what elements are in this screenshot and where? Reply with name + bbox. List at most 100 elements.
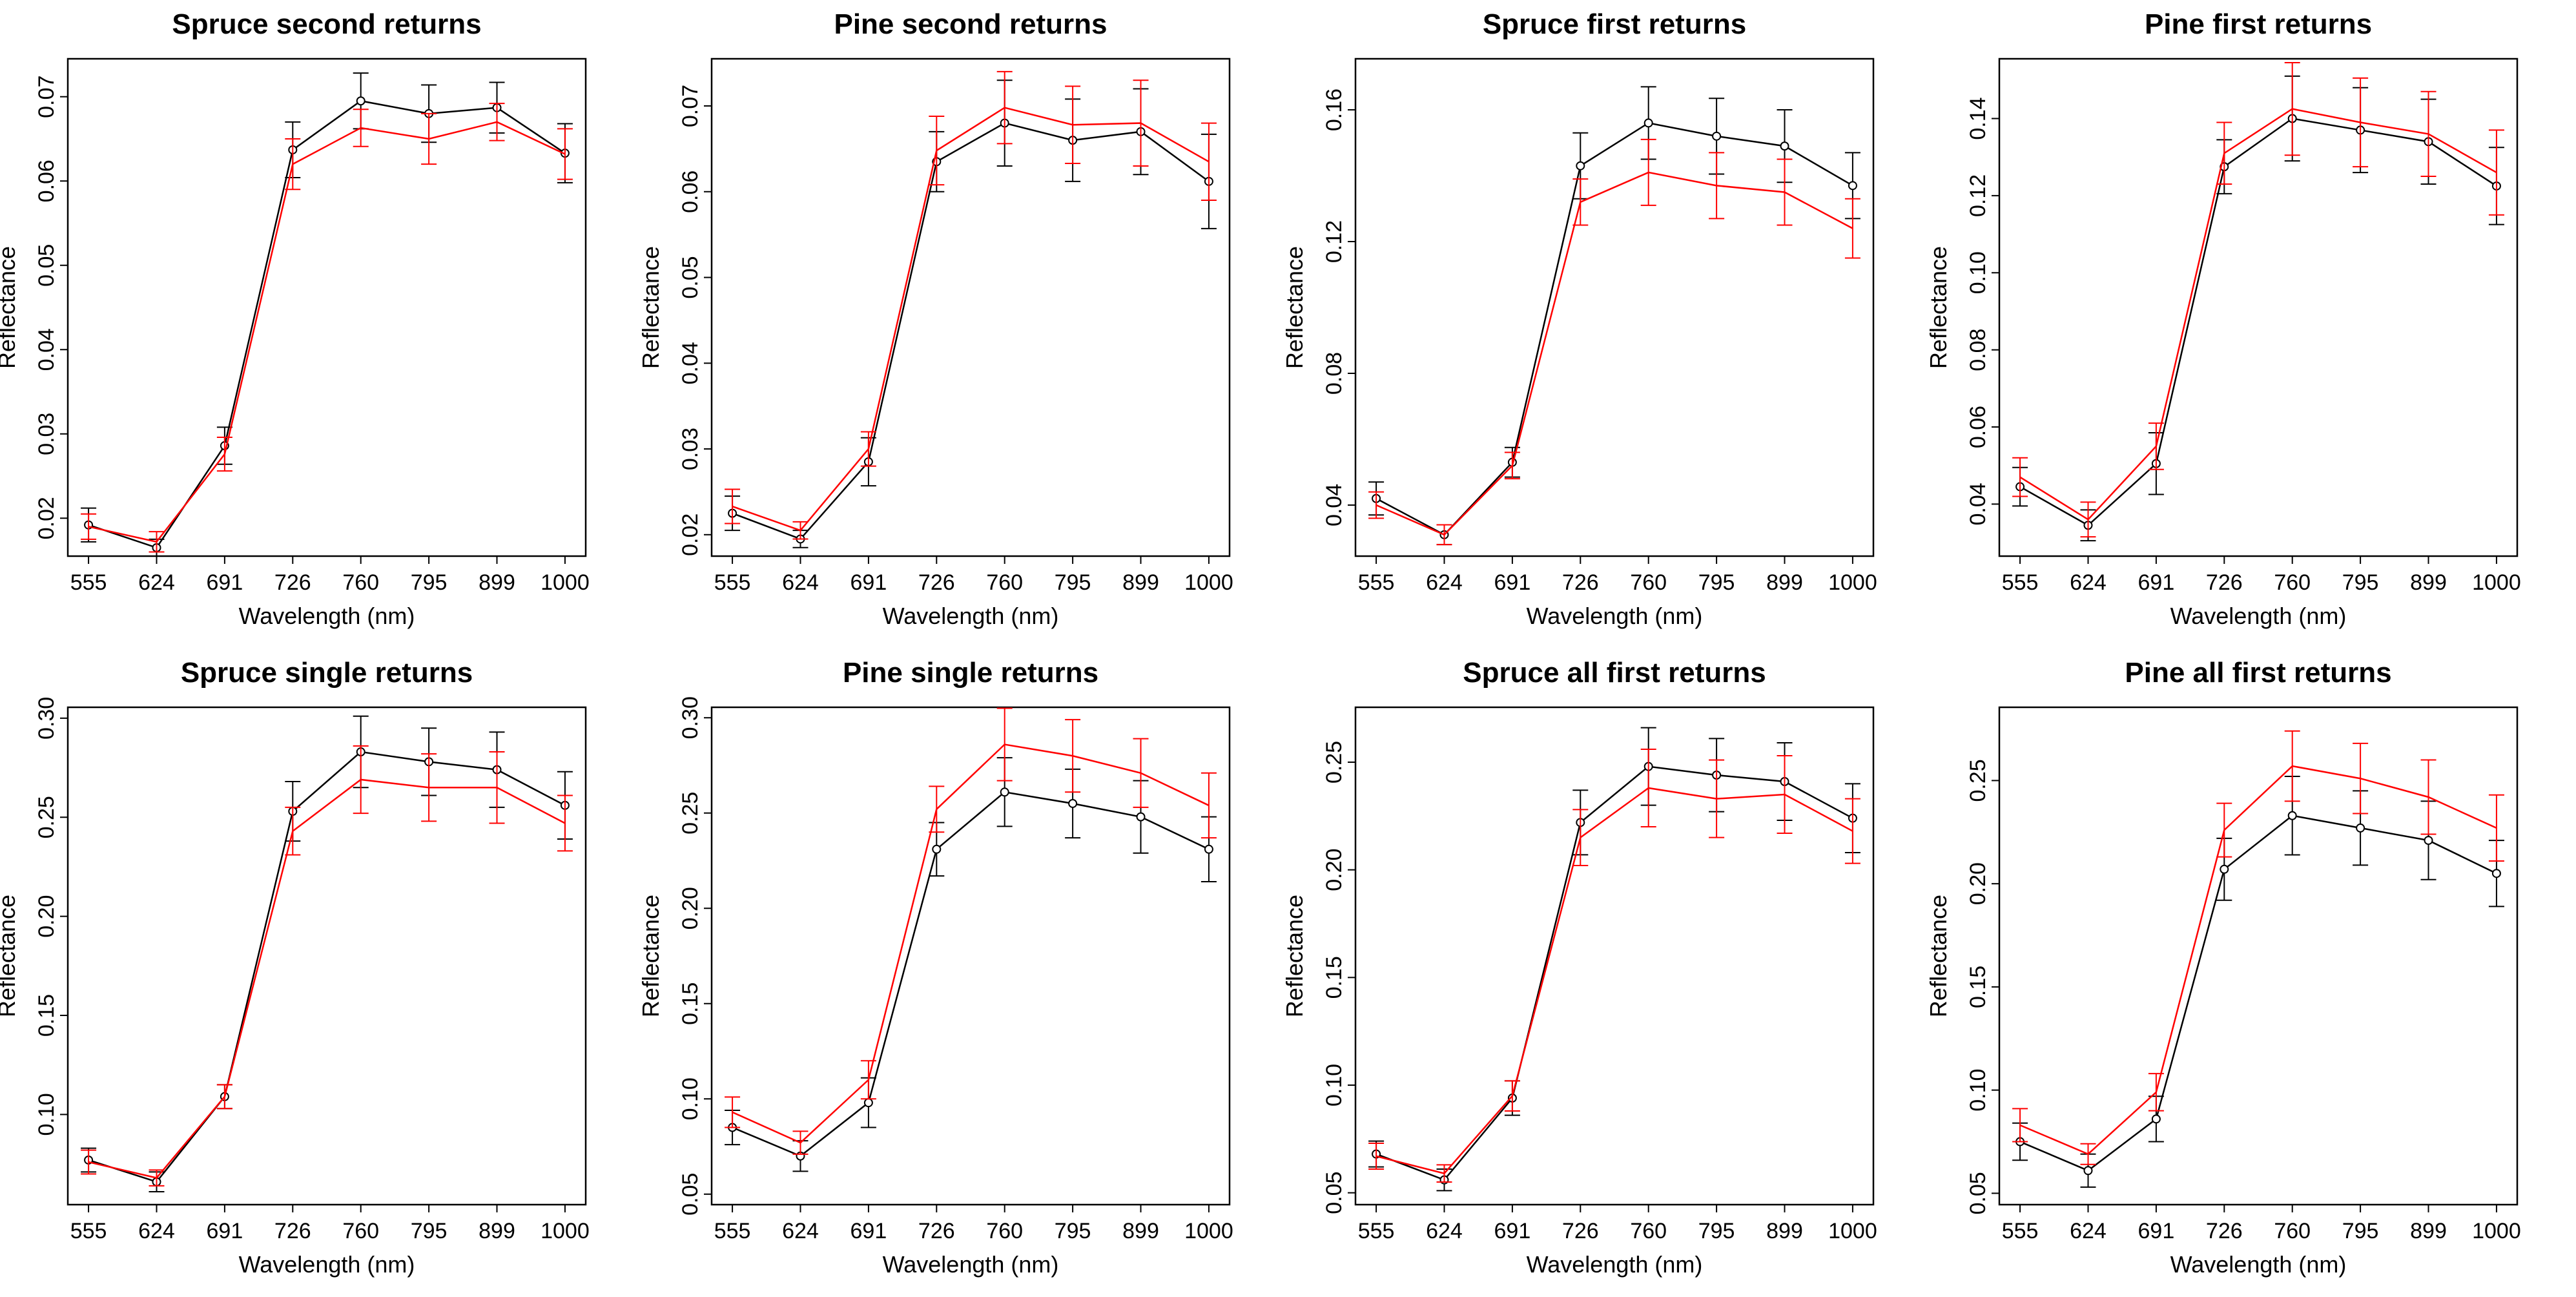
y-tick-label: 0.20: [1966, 862, 1990, 905]
y-tick-label: 0.20: [678, 887, 703, 929]
chart-panel: Pine single returns 555 624 691 726 760 795 899…: [637, 657, 1233, 1278]
data-point: [1068, 798, 1078, 808]
x-tick-label: 760: [986, 1219, 1023, 1243]
x-tick-label: 899: [2410, 570, 2447, 595]
x-tick-label: 691: [1494, 570, 1531, 595]
chart-title: Spruce first returns: [1483, 8, 1746, 40]
series-line: [1376, 171, 1853, 536]
chart-panel: Spruce second returns 555 624 691 726 760 795 8…: [0, 8, 590, 629]
x-tick-label: 726: [1562, 1219, 1599, 1243]
x-tick-label: 1000: [2472, 570, 2521, 595]
x-tick-label: 760: [342, 1219, 379, 1243]
plot-frame: [1998, 57, 2519, 557]
x-tick-label: 555: [70, 570, 107, 595]
x-tick-label: 691: [850, 1219, 887, 1243]
plot-frame: [67, 706, 587, 1206]
x-tick-label: 691: [2138, 570, 2175, 595]
data-point: [932, 844, 942, 854]
y-tick-label: 0.25: [1322, 741, 1346, 783]
y-tick-label: 0.04: [1966, 482, 1990, 525]
x-axis-title: Wavelength (nm): [239, 1251, 415, 1278]
x-tick-label: 726: [274, 1219, 311, 1243]
y-tick-label: 0.16: [1322, 88, 1346, 131]
y-tick-label: 0.06: [34, 160, 59, 202]
y-tick-label: 0.12: [1322, 220, 1346, 263]
x-tick-label: 795: [1698, 570, 1735, 595]
x-axis-title: Wavelength (nm): [1527, 603, 1703, 629]
y-tick-label: 0.02: [34, 497, 59, 539]
y-tick-label: 0.10: [34, 1093, 59, 1136]
x-tick-label: 555: [1358, 1219, 1395, 1243]
x-tick-label: 1000: [1184, 1219, 1233, 1243]
y-tick-label: 0.05: [678, 256, 703, 298]
data-point: [1204, 844, 1213, 854]
y-tick-label: 0.14: [1966, 97, 1990, 140]
y-tick-label: 0.05: [1966, 1172, 1990, 1214]
x-axis-title: Wavelength (nm): [1527, 1251, 1703, 1278]
data-point: [2287, 811, 2297, 820]
x-tick-label: 726: [2206, 570, 2243, 595]
x-tick-label: 726: [2206, 1219, 2243, 1243]
data-point: [2083, 1166, 2093, 1176]
data-point: [2220, 864, 2229, 874]
series-line: [732, 791, 1210, 1157]
y-tick-label: 0.25: [34, 796, 59, 838]
x-tick-label: 726: [918, 570, 955, 595]
chart-panel: Pine all first returns 555 624 691 726 760 795…: [1925, 657, 2521, 1278]
y-axis-title: Reflectance: [1925, 246, 1952, 369]
x-tick-label: 1000: [1184, 570, 1233, 595]
x-tick-label: 555: [2002, 570, 2039, 595]
y-tick-label: 0.05: [34, 244, 59, 287]
series-line: [2019, 765, 2497, 1156]
series-red: [725, 707, 1217, 1155]
series-line: [2019, 118, 2497, 526]
x-tick-label: 1000: [1828, 570, 1877, 595]
series-line: [88, 751, 566, 1183]
chart-title: Spruce second returns: [172, 8, 481, 40]
series-black: [81, 715, 573, 1193]
x-tick-label: 691: [850, 570, 887, 595]
series-black: [2012, 776, 2504, 1188]
x-tick-label: 726: [274, 570, 311, 595]
chart-panel: Spruce single returns 555 624 691 726 760 795 8…: [0, 657, 590, 1278]
series-line: [1376, 765, 1853, 1181]
series-black: [1368, 727, 1860, 1192]
x-tick-label: 555: [1358, 570, 1395, 595]
series-line: [732, 743, 1210, 1144]
chart-title: Pine first returns: [2145, 8, 2372, 40]
data-point: [1780, 141, 1789, 151]
data-point: [2151, 1114, 2161, 1124]
x-tick-label: 795: [2342, 570, 2379, 595]
data-point: [1576, 161, 1585, 171]
x-tick-label: 899: [1766, 1219, 1803, 1243]
y-tick-label: 0.02: [678, 514, 703, 556]
series-black: [1368, 86, 1860, 546]
x-axis-title: Wavelength (nm): [2170, 1251, 2347, 1278]
y-tick-label: 0.20: [34, 895, 59, 938]
series-line: [732, 122, 1210, 540]
x-tick-label: 624: [2070, 570, 2107, 595]
x-tick-label: 760: [1630, 570, 1667, 595]
series-line: [2019, 815, 2497, 1172]
x-tick-label: 760: [342, 570, 379, 595]
chart-panel: Pine second returns 555 624 691 726 760 795 899…: [637, 8, 1233, 629]
chart-title: Pine single returns: [843, 657, 1098, 689]
chart-title: Pine second returns: [834, 8, 1107, 40]
x-tick-label: 1000: [541, 570, 590, 595]
y-tick-label: 0.10: [678, 1077, 703, 1120]
plot-frame: [710, 706, 1231, 1206]
x-tick-label: 691: [1494, 1219, 1531, 1243]
y-tick-label: 0.05: [678, 1173, 703, 1216]
y-axis-title: Reflectance: [1281, 246, 1308, 369]
data-point: [1000, 787, 1009, 797]
y-tick-label: 0.05: [1322, 1172, 1346, 1214]
x-tick-label: 624: [782, 570, 819, 595]
y-tick-label: 0.04: [678, 342, 703, 384]
series-line: [88, 121, 566, 543]
series-red: [725, 70, 1217, 540]
series-red: [81, 103, 573, 553]
x-tick-label: 899: [1122, 570, 1159, 595]
y-tick-label: 0.30: [678, 696, 703, 739]
y-axis-title: Reflectance: [637, 895, 664, 1017]
x-tick-label: 795: [411, 570, 448, 595]
